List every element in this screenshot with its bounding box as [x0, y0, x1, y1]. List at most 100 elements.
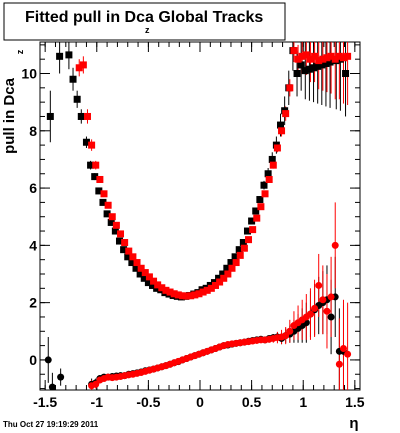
- data-point-square: [112, 221, 120, 229]
- data-point-square: [248, 217, 256, 225]
- data-point-square: [65, 51, 73, 59]
- data-point-circle: [44, 356, 52, 364]
- data-point-square: [73, 95, 81, 103]
- data-point-square: [227, 259, 235, 267]
- data-point-square: [236, 251, 244, 259]
- data-point-square: [264, 170, 272, 178]
- data-point-square: [220, 274, 228, 282]
- data-point-circle: [327, 313, 335, 321]
- data-point-square: [46, 112, 54, 120]
- data-point-square: [183, 292, 191, 300]
- data-point-square: [95, 187, 103, 195]
- data-point-square: [166, 288, 174, 296]
- y-tick-label: 2: [29, 295, 37, 311]
- data-point-circle: [311, 304, 319, 312]
- data-point-square: [124, 253, 132, 261]
- data-point-circle: [306, 310, 314, 318]
- x-tick-label: 0.5: [242, 394, 262, 410]
- y-tick-label: 0: [29, 352, 37, 368]
- data-point-square: [129, 253, 137, 261]
- data-point-square: [174, 291, 182, 299]
- data-point-square: [136, 270, 144, 278]
- x-tick-label: -1.5: [33, 394, 57, 410]
- data-point-square: [69, 75, 77, 83]
- data-point-square: [141, 269, 149, 277]
- data-point-square: [297, 61, 305, 69]
- data-point-square: [260, 181, 268, 189]
- data-point-square: [339, 54, 347, 62]
- data-point-square: [261, 190, 269, 198]
- data-point-square: [56, 52, 64, 60]
- data-point-square: [187, 292, 195, 300]
- y-tick-labels: 0 2 4 6 8 10: [21, 66, 37, 368]
- data-point-square: [335, 52, 343, 60]
- data-point-square: [344, 52, 352, 60]
- data-point-square: [224, 270, 232, 278]
- data-point-circle: [286, 327, 294, 335]
- data-point-square: [120, 246, 128, 254]
- data-point-square: [322, 59, 330, 67]
- data-point-square: [211, 281, 219, 289]
- data-point-square: [145, 273, 153, 281]
- data-point-square: [286, 84, 294, 92]
- data-point-square: [128, 259, 136, 267]
- data-point-square: [252, 207, 260, 215]
- data-point-square: [293, 70, 301, 78]
- data-point-square: [137, 264, 145, 272]
- data-point-square: [311, 52, 319, 60]
- x-axis-label: η: [349, 415, 358, 432]
- y-tick-label: 6: [29, 180, 37, 196]
- data-point-square: [268, 155, 276, 163]
- data-point-square: [99, 198, 107, 206]
- data-point-square: [144, 279, 152, 287]
- data-marks: [44, 42, 352, 390]
- data-point-circle: [319, 296, 327, 304]
- data-point-square: [306, 55, 314, 63]
- data-point-square: [96, 175, 104, 183]
- data-point-square: [290, 47, 298, 55]
- data-point-circle: [48, 383, 56, 390]
- data-point-circle: [323, 307, 331, 315]
- data-point-square: [158, 284, 166, 292]
- series-group: [44, 42, 352, 390]
- data-point-square: [277, 121, 285, 129]
- data-point-square: [323, 54, 331, 62]
- data-point-square: [77, 112, 85, 120]
- x-tick-label: 1.5: [345, 394, 365, 410]
- data-point-square: [140, 274, 148, 282]
- data-point-square: [319, 55, 327, 63]
- data-point-circle: [57, 373, 65, 381]
- data-point-square: [87, 161, 95, 169]
- data-point-circle: [331, 241, 339, 249]
- x-tick-label: -1: [91, 394, 104, 410]
- data-point-square: [240, 244, 248, 252]
- data-point-square: [235, 246, 243, 254]
- y-axis-label: pull in Dca: [1, 77, 18, 154]
- data-point-square: [301, 67, 309, 75]
- data-point-square: [219, 270, 227, 278]
- data-point-square: [223, 264, 231, 272]
- data-point-circle: [344, 350, 352, 358]
- data-point-square: [107, 218, 115, 226]
- data-point-square: [342, 70, 350, 78]
- data-point-square: [327, 52, 335, 60]
- data-point-square: [310, 64, 318, 72]
- data-point-square: [315, 57, 323, 65]
- data-point-square: [191, 291, 199, 299]
- data-point-square: [282, 110, 290, 118]
- data-point-square: [100, 190, 108, 198]
- data-point-square: [232, 259, 240, 267]
- data-point-square: [298, 52, 306, 60]
- data-point-square: [331, 55, 339, 63]
- data-point-square: [108, 213, 116, 221]
- data-point-square: [294, 55, 302, 63]
- data-point-square: [162, 286, 170, 294]
- data-point-square: [314, 62, 322, 70]
- timestamp: Thu Oct 27 19:19:29 2011: [3, 420, 99, 429]
- data-point-square: [199, 288, 207, 296]
- data-point-square: [115, 237, 123, 245]
- y-tick-label: 4: [29, 237, 37, 253]
- data-point-square: [305, 65, 313, 73]
